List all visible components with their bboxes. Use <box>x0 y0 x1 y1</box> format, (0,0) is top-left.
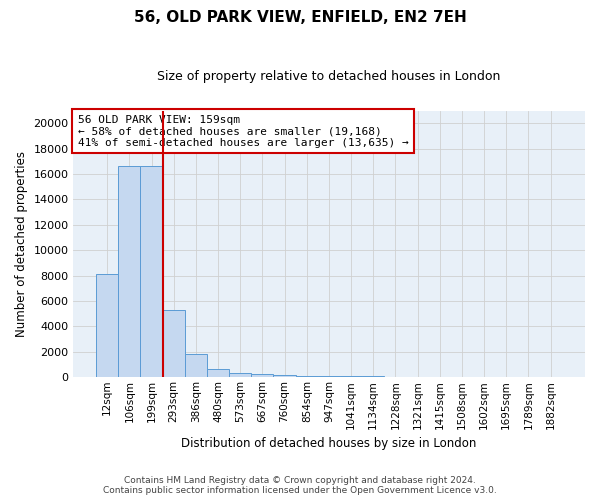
Bar <box>163 310 185 377</box>
Bar <box>207 369 229 377</box>
Bar <box>185 354 207 377</box>
Bar <box>118 166 140 377</box>
Bar <box>385 376 407 377</box>
Text: 56, OLD PARK VIEW, ENFIELD, EN2 7EH: 56, OLD PARK VIEW, ENFIELD, EN2 7EH <box>134 10 466 25</box>
Bar <box>318 376 340 377</box>
Y-axis label: Number of detached properties: Number of detached properties <box>15 151 28 337</box>
X-axis label: Distribution of detached houses by size in London: Distribution of detached houses by size … <box>181 437 476 450</box>
Bar <box>362 376 385 377</box>
Text: 56 OLD PARK VIEW: 159sqm
← 58% of detached houses are smaller (19,168)
41% of se: 56 OLD PARK VIEW: 159sqm ← 58% of detach… <box>78 114 409 148</box>
Bar <box>340 376 362 377</box>
Bar <box>229 372 251 377</box>
Bar <box>274 375 296 377</box>
Bar <box>296 376 318 377</box>
Bar <box>140 166 163 377</box>
Text: Contains HM Land Registry data © Crown copyright and database right 2024.
Contai: Contains HM Land Registry data © Crown c… <box>103 476 497 495</box>
Bar <box>96 274 118 377</box>
Title: Size of property relative to detached houses in London: Size of property relative to detached ho… <box>157 70 500 83</box>
Bar <box>251 374 274 377</box>
